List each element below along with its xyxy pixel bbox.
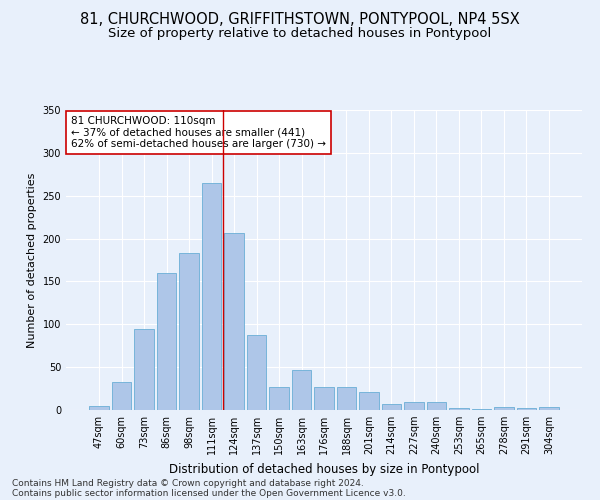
Bar [314,387,334,410]
Bar [337,387,356,410]
Text: Contains public sector information licensed under the Open Government Licence v3: Contains public sector information licen… [12,488,406,498]
Bar [494,406,514,410]
Bar [472,409,491,410]
Bar [269,387,289,410]
Bar [134,328,154,410]
Bar [539,408,559,410]
Text: Size of property relative to detached houses in Pontypool: Size of property relative to detached ho… [109,28,491,40]
Bar [224,232,244,410]
Bar [157,273,176,410]
Bar [179,253,199,410]
X-axis label: Distribution of detached houses by size in Pontypool: Distribution of detached houses by size … [169,462,479,475]
Bar [247,334,266,410]
Bar [427,402,446,410]
Y-axis label: Number of detached properties: Number of detached properties [27,172,37,348]
Bar [202,183,221,410]
Bar [112,382,131,410]
Bar [449,408,469,410]
Bar [404,402,424,410]
Text: 81, CHURCHWOOD, GRIFFITHSTOWN, PONTYPOOL, NP4 5SX: 81, CHURCHWOOD, GRIFFITHSTOWN, PONTYPOOL… [80,12,520,28]
Bar [89,406,109,410]
Bar [292,370,311,410]
Text: 81 CHURCHWOOD: 110sqm
← 37% of detached houses are smaller (441)
62% of semi-det: 81 CHURCHWOOD: 110sqm ← 37% of detached … [71,116,326,149]
Bar [382,404,401,410]
Bar [359,392,379,410]
Bar [517,408,536,410]
Text: Contains HM Land Registry data © Crown copyright and database right 2024.: Contains HM Land Registry data © Crown c… [12,478,364,488]
